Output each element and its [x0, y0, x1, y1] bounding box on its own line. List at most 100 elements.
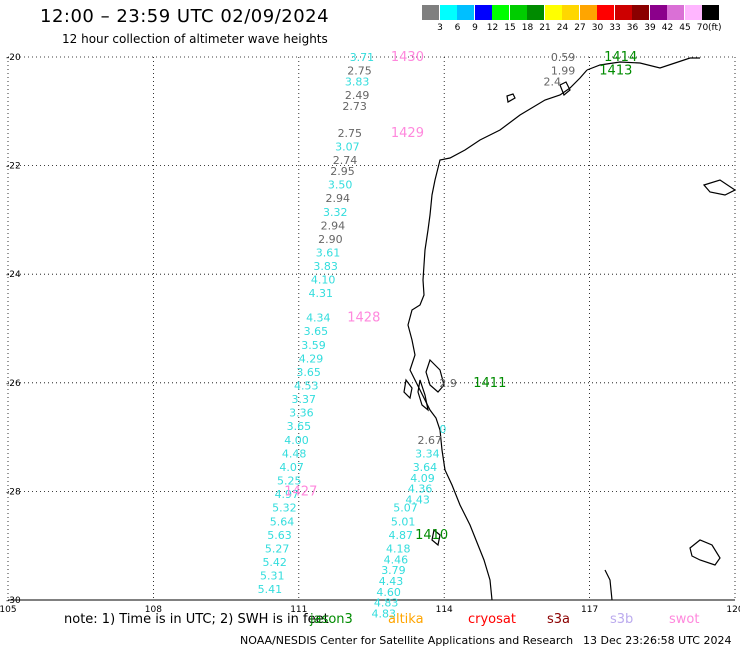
color-tick-label: 70: [696, 23, 709, 33]
longitude-tick-label: 114: [436, 605, 453, 615]
color-tick-label: 45: [679, 23, 691, 33]
pass-number-label: 1429: [391, 126, 424, 141]
swh-value: 4.46: [384, 553, 409, 566]
swh-value: 3.83: [345, 75, 370, 88]
swh-value: 0: [439, 423, 446, 436]
latitude-tick-label: -20: [6, 53, 21, 63]
swh-value: 5.32: [272, 502, 297, 515]
color-tick-label: 27: [574, 23, 586, 33]
color-swatch: [422, 5, 439, 20]
swh-value: 5.41: [258, 583, 283, 596]
swh-value: 4.43: [379, 575, 404, 588]
color-swatch: [544, 5, 562, 20]
swh-value: 4.53: [294, 380, 319, 393]
swh-value: 4.31: [308, 287, 333, 300]
pass-number-label: 1414: [604, 50, 637, 65]
color-swatch: [667, 5, 684, 20]
latitude-tick-label: -24: [6, 270, 21, 280]
satellite-legend-cryosat: cryosat: [468, 612, 516, 627]
swh-value: 2.90: [318, 233, 343, 246]
swh-value: 3.59: [301, 339, 326, 352]
swh-value: 4.43: [405, 494, 430, 507]
swh-value: 4.09: [410, 472, 435, 485]
swh-value: 5.27: [265, 542, 290, 555]
swh-value: 4.97: [275, 488, 300, 501]
color-tick-label: 39: [644, 23, 656, 33]
color-swatch: [597, 5, 614, 20]
swh-value: 4.34: [306, 312, 331, 325]
color-tick-label: 6: [454, 23, 461, 33]
color-tick-label: 42: [661, 23, 674, 33]
longitude-tick-label: 111: [290, 605, 307, 615]
satellite-legend-s3b: s3b: [610, 612, 634, 627]
color-swatch: [614, 5, 632, 20]
longitude-tick-label: 108: [145, 605, 162, 615]
swh-value: 0.59: [551, 51, 576, 64]
color-tick-label: 24: [556, 23, 569, 33]
longitude-tick-label: 117: [581, 605, 598, 615]
swh-value: 2.49: [345, 89, 370, 102]
color-swatch: [527, 5, 544, 20]
swh-value: 5.31: [260, 570, 285, 583]
latitude-tick-label: -30: [6, 596, 21, 606]
graticule: [7, 56, 736, 601]
satellite-legend-swot: swot: [669, 612, 700, 627]
color-tick-label: 33: [609, 23, 621, 33]
swh-value: 3.36: [289, 407, 314, 420]
color-tick-label: 12: [486, 23, 499, 33]
swh-value: 5.63: [267, 529, 292, 542]
swh-value: 2.95: [330, 165, 355, 178]
coastline: [403, 57, 737, 601]
color-swatch: [457, 5, 474, 20]
swh-value: 3.34: [415, 447, 440, 460]
generated-timestamp: 13 Dec 23:26:58 UTC 2024: [583, 634, 732, 647]
swh-value: 4.48: [282, 447, 307, 460]
swh-value: 5.42: [262, 556, 287, 569]
swh-value: 3.07: [335, 141, 360, 154]
swh-value: 2.74: [333, 154, 358, 167]
swh-value: 4.00: [284, 434, 309, 447]
color-unit-label: (ft): [708, 23, 722, 33]
swh-value: 2.4: [544, 75, 562, 88]
longitude-tick-label: 105: [0, 605, 17, 615]
swh-value: 2.75: [338, 127, 363, 140]
map-subtitle: 12 hour collection of altimeter wave hei…: [62, 32, 328, 46]
swh-value: 3.71: [350, 51, 375, 64]
latitude-tick-label: -22: [6, 162, 21, 172]
swh-value: 2.94: [321, 219, 346, 232]
swh-value: 4.29: [299, 352, 324, 365]
footer-note: note: 1) Time is in UTC; 2) SWH is in fe…: [64, 612, 329, 627]
color-swatch: [579, 5, 597, 20]
color-tick-label: 36: [626, 23, 639, 33]
color-swatch: [509, 5, 527, 20]
credit-line: NOAA/NESDIS Center for Satellite Applica…: [240, 634, 574, 647]
swh-value: 4.87: [388, 529, 413, 542]
swh-value: 1.99: [551, 65, 576, 78]
swh-value: 3.64: [413, 461, 438, 474]
color-tick-label: 30: [591, 23, 604, 33]
swh-value: 4.18: [386, 542, 411, 555]
pass-number-label: 1428: [347, 311, 380, 326]
pass-number-label: 1411: [473, 376, 506, 391]
color-tick-label: 18: [521, 23, 534, 33]
pass-number-label: 1427: [284, 484, 317, 499]
color-swatch: [492, 5, 509, 20]
satellite-legend-jason3: jason3: [310, 612, 353, 627]
color-tick-label: 3: [437, 23, 443, 33]
swh-value: 3.50: [328, 179, 353, 192]
swh-value: 2.75: [347, 65, 372, 78]
swh-value: 4.60: [376, 586, 401, 599]
map-title: 12:00 – 23:59 UTC 02/09/2024: [40, 6, 330, 27]
swh-value: 2.73: [342, 100, 367, 113]
color-swatch: [439, 5, 457, 20]
latitude-tick-label: -26: [6, 379, 21, 389]
swh-value: 3.83: [313, 260, 338, 273]
color-tick-label: 21: [539, 23, 551, 33]
color-tick-label: 15: [504, 23, 516, 33]
swh-value: 4.36: [408, 483, 433, 496]
swh-value: 5.25: [277, 475, 302, 488]
swh-value: 3.65: [287, 420, 312, 433]
color-swatch: [702, 5, 719, 20]
